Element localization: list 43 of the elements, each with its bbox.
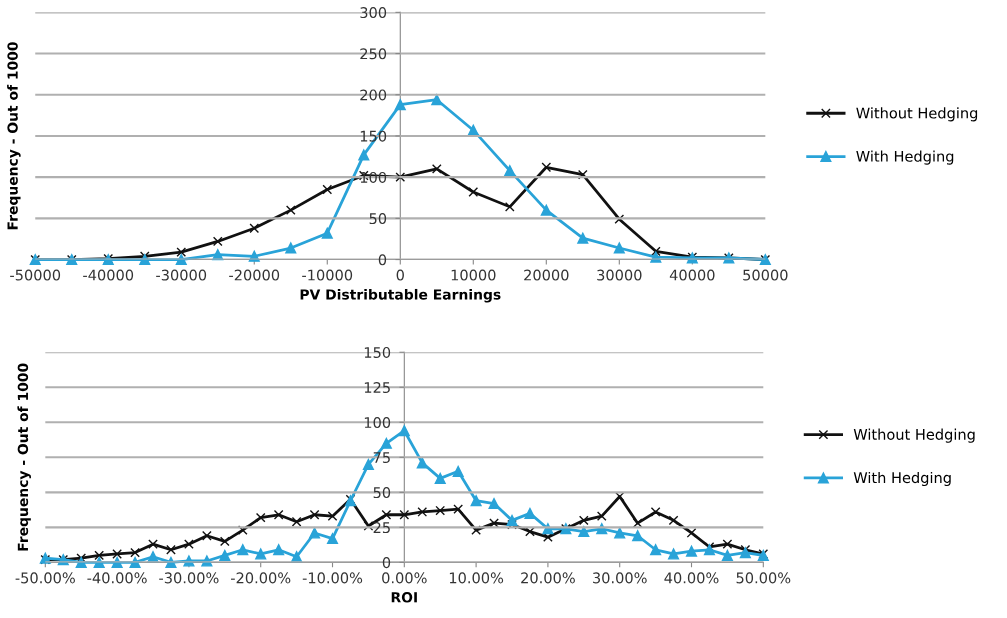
- y-tick-label: 25: [373, 522, 390, 534]
- x-tick-label: -20000: [229, 269, 280, 281]
- y-tick-label: 50: [369, 213, 387, 225]
- y-tick-label: 150: [364, 346, 391, 359]
- x-tick-label: -20.00%: [230, 572, 291, 584]
- x-tick-label: 30000: [597, 269, 642, 281]
- x-tick-label: 0.00%: [382, 572, 427, 584]
- y-tick-label: 300: [360, 7, 387, 19]
- x-tick-label: 0: [396, 269, 404, 281]
- x-tick-label: 50.00%: [736, 572, 791, 584]
- x-tick-label: 30.00%: [593, 572, 647, 584]
- x-tick-label: 40000: [669, 269, 715, 281]
- x-tick-label: 10000: [451, 269, 496, 281]
- x-tick-label: -30000: [156, 269, 207, 281]
- y-tick-label: 0: [382, 557, 391, 569]
- y-tick-label: 0: [378, 254, 387, 266]
- y-tick-label: 125: [364, 382, 390, 394]
- x-tick-label: 10.00%: [449, 572, 504, 584]
- y-tick-label: 50: [373, 487, 391, 499]
- y-tick-label: 250: [360, 48, 387, 60]
- x-axis-title: PV Distributable Earnings: [300, 288, 501, 303]
- x-tick-label: -40.00%: [87, 572, 147, 584]
- y-tick-label: 100: [364, 417, 391, 429]
- x-axis-title: ROI: [391, 592, 417, 603]
- y-tick-label: 200: [360, 89, 387, 101]
- x-tick-label: 40.00%: [664, 572, 719, 584]
- y-tick-label: 150: [360, 130, 387, 142]
- y-tick-label: 75: [373, 452, 390, 464]
- x-tick-label: -40000: [83, 269, 134, 281]
- legend-label: Without Hedging: [856, 107, 978, 122]
- y-axis-title: Frequency - Out of 1000: [17, 363, 31, 551]
- y-axis-title: Frequency - Out of 1000: [7, 42, 21, 230]
- x-tick-label: -10.00%: [302, 572, 363, 584]
- legend-label: Without Hedging: [853, 428, 975, 443]
- legend-label: With Hedging: [856, 150, 954, 165]
- x-tick-label: -10000: [302, 269, 353, 281]
- x-tick-label: 20000: [524, 269, 569, 281]
- x-tick-label: -30.00%: [159, 572, 219, 584]
- x-tick-label: 20.00%: [521, 572, 575, 584]
- x-tick-label: -50.00%: [15, 572, 75, 584]
- legend-label: With Hedging: [853, 471, 951, 487]
- x-tick-label: -50000: [10, 269, 61, 281]
- x-tick-label: 50000: [743, 269, 788, 281]
